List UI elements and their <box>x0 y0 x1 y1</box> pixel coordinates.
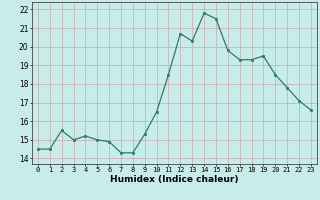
X-axis label: Humidex (Indice chaleur): Humidex (Indice chaleur) <box>110 175 239 184</box>
